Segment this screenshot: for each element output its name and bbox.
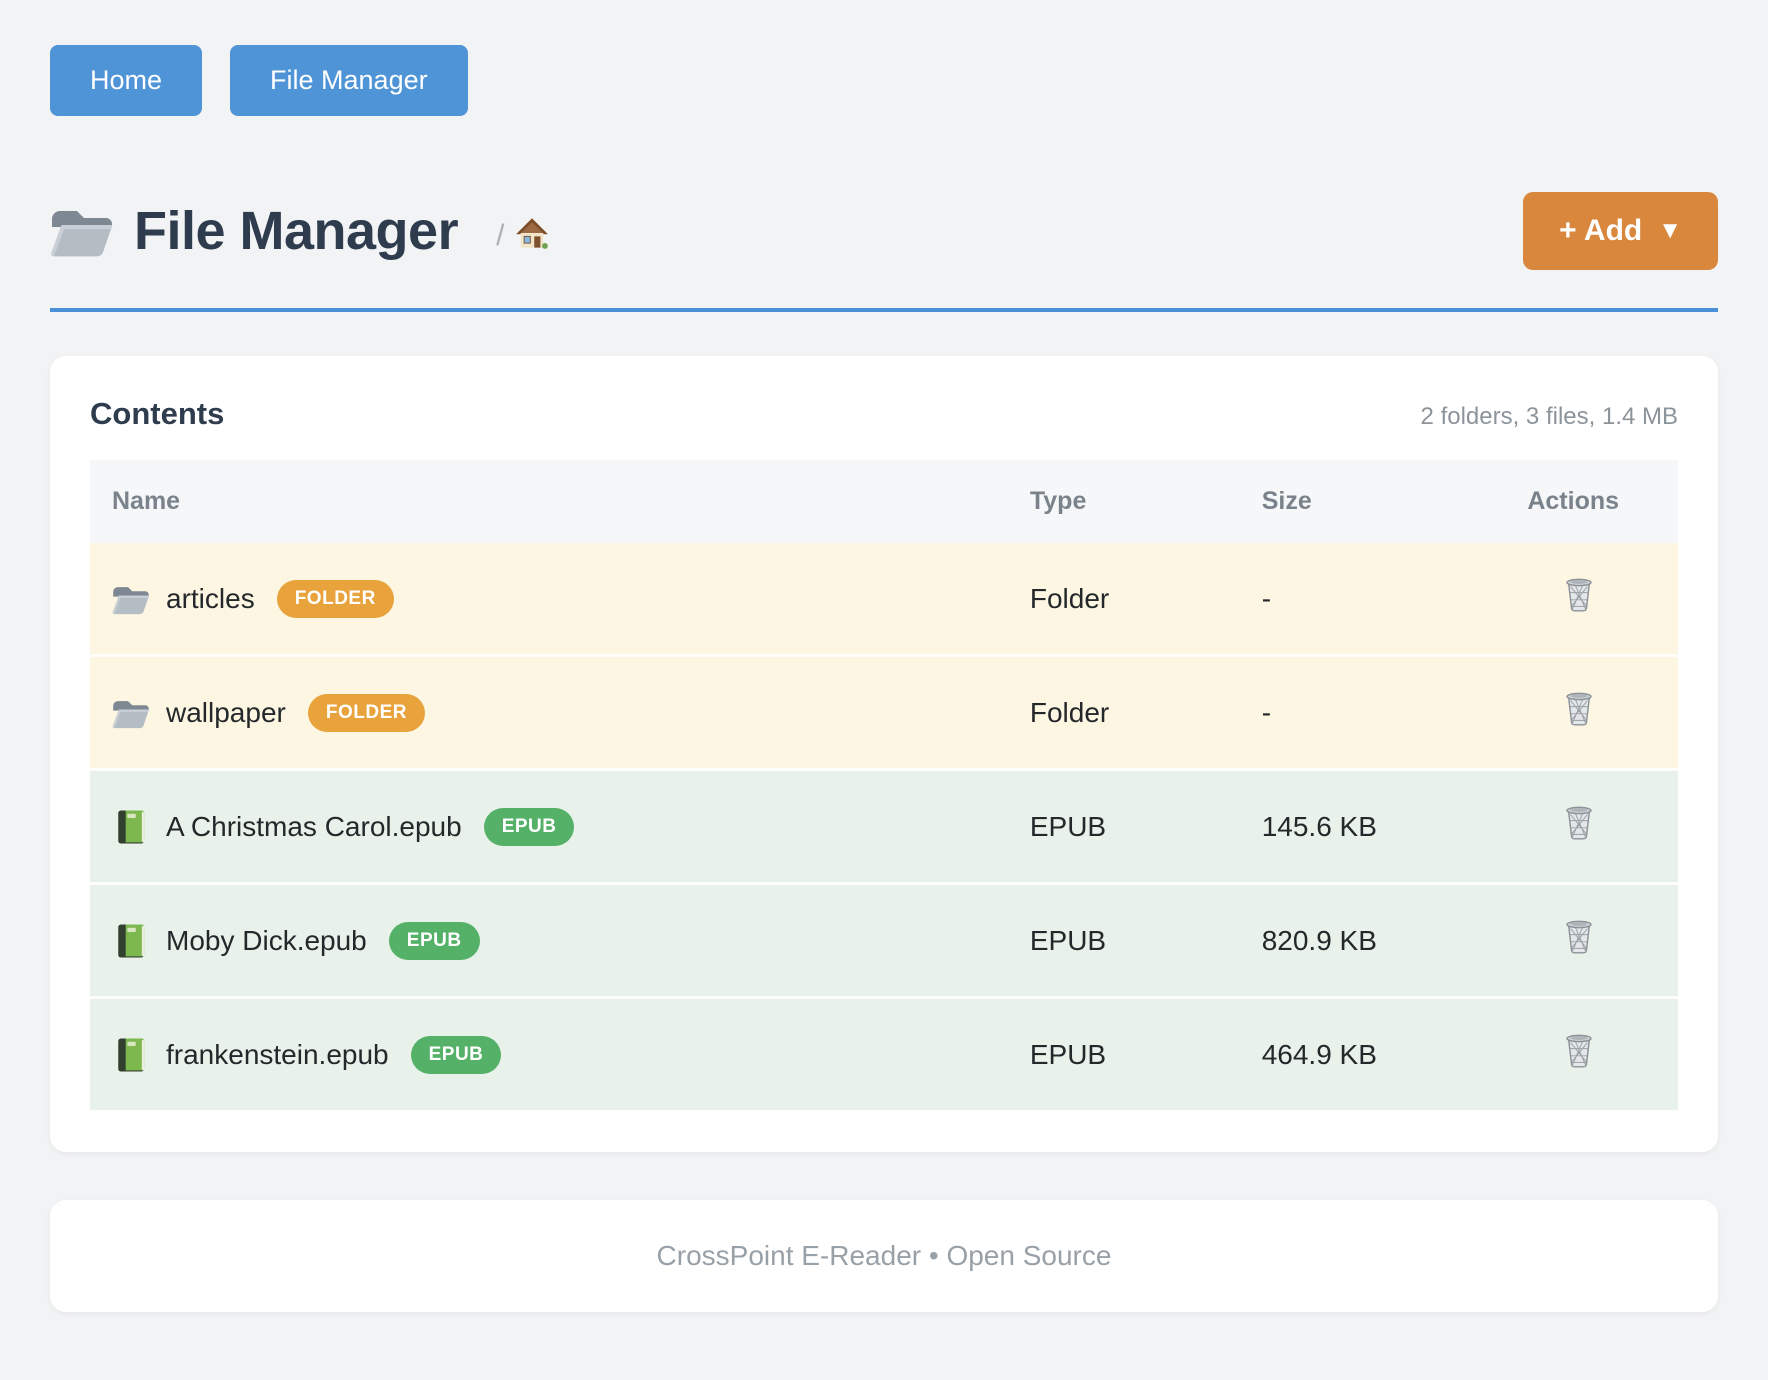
trash-icon xyxy=(1566,578,1592,612)
file-type: EPUB xyxy=(1007,882,1240,998)
home-icon[interactable] xyxy=(514,215,550,251)
file-size: - xyxy=(1239,654,1469,770)
breadcrumb-separator: / xyxy=(496,219,505,252)
green-book-icon xyxy=(118,810,145,843)
contents-title: Contents xyxy=(90,396,225,431)
folder-badge: FOLDER xyxy=(307,693,425,732)
folder-icon xyxy=(112,700,150,728)
column-header-name: Name xyxy=(90,460,1008,543)
file-type: EPUB xyxy=(1007,768,1240,884)
table-row[interactable]: A Christmas Carol.epub EPUB EPUB 145.6 K… xyxy=(90,768,1678,884)
add-button-label: + Add xyxy=(1559,214,1643,247)
chevron-down-icon: ▼ xyxy=(1658,217,1682,244)
top-nav: Home File Manager xyxy=(50,45,1718,116)
contents-card: Contents 2 folders, 3 files, 1.4 MB Name… xyxy=(50,356,1718,1152)
trash-icon xyxy=(1566,692,1592,726)
file-type: Folder xyxy=(1007,654,1240,770)
add-button[interactable]: + Add ▼ xyxy=(1523,192,1718,270)
epub-badge: EPUB xyxy=(483,807,575,846)
page-title: File Manager xyxy=(134,201,459,261)
page-header: File Manager / + Add ▼ xyxy=(50,192,1718,270)
file-name[interactable]: Moby Dick.epub xyxy=(166,924,367,956)
table-row[interactable]: articles FOLDER Folder - xyxy=(90,543,1678,656)
trash-icon xyxy=(1566,1034,1592,1068)
table-row[interactable]: Moby Dick.epub EPUB EPUB 820.9 KB xyxy=(90,882,1678,998)
footer-text: CrossPoint E-Reader • Open Source xyxy=(656,1240,1112,1271)
column-header-actions: Actions xyxy=(1468,460,1678,543)
epub-badge: EPUB xyxy=(410,1035,502,1074)
green-book-icon xyxy=(118,1038,145,1071)
folder-icon xyxy=(112,586,150,614)
file-table: Name Type Size Actions articles FOLDER xyxy=(90,460,1678,1110)
file-type: Folder xyxy=(1007,543,1240,656)
folder-icon xyxy=(51,211,113,257)
breadcrumb: / xyxy=(496,209,550,253)
file-name[interactable]: articles xyxy=(166,582,255,614)
file-manager-nav-button[interactable]: File Manager xyxy=(230,45,468,116)
table-header-row: Name Type Size Actions xyxy=(90,460,1678,543)
column-header-type: Type xyxy=(1007,460,1240,543)
file-size: - xyxy=(1239,543,1469,656)
file-type: EPUB xyxy=(1007,996,1240,1110)
file-size: 820.9 KB xyxy=(1239,882,1469,998)
delete-button[interactable] xyxy=(1563,805,1595,841)
delete-button[interactable] xyxy=(1563,1033,1595,1069)
folder-badge: FOLDER xyxy=(276,579,394,618)
title-group: File Manager / xyxy=(50,200,550,262)
file-name[interactable]: A Christmas Carol.epub xyxy=(166,810,462,842)
contents-card-header: Contents 2 folders, 3 files, 1.4 MB xyxy=(90,396,1678,432)
delete-button[interactable] xyxy=(1563,577,1595,613)
header-divider xyxy=(50,308,1718,312)
trash-icon xyxy=(1566,920,1592,954)
file-name[interactable]: wallpaper xyxy=(166,696,286,728)
epub-badge: EPUB xyxy=(388,921,480,960)
trash-icon xyxy=(1566,806,1592,840)
home-nav-button[interactable]: Home xyxy=(50,45,203,116)
footer-card: CrossPoint E-Reader • Open Source xyxy=(50,1200,1718,1312)
file-name[interactable]: frankenstein.epub xyxy=(166,1038,389,1070)
delete-button[interactable] xyxy=(1563,691,1595,727)
green-book-icon xyxy=(118,924,145,957)
table-row[interactable]: frankenstein.epub EPUB EPUB 464.9 KB xyxy=(90,996,1678,1110)
table-row[interactable]: wallpaper FOLDER Folder - xyxy=(90,654,1678,770)
delete-button[interactable] xyxy=(1563,919,1595,955)
contents-summary: 2 folders, 3 files, 1.4 MB xyxy=(1420,403,1678,430)
column-header-size: Size xyxy=(1239,460,1469,543)
file-size: 145.6 KB xyxy=(1239,768,1469,884)
file-size: 464.9 KB xyxy=(1239,996,1469,1110)
